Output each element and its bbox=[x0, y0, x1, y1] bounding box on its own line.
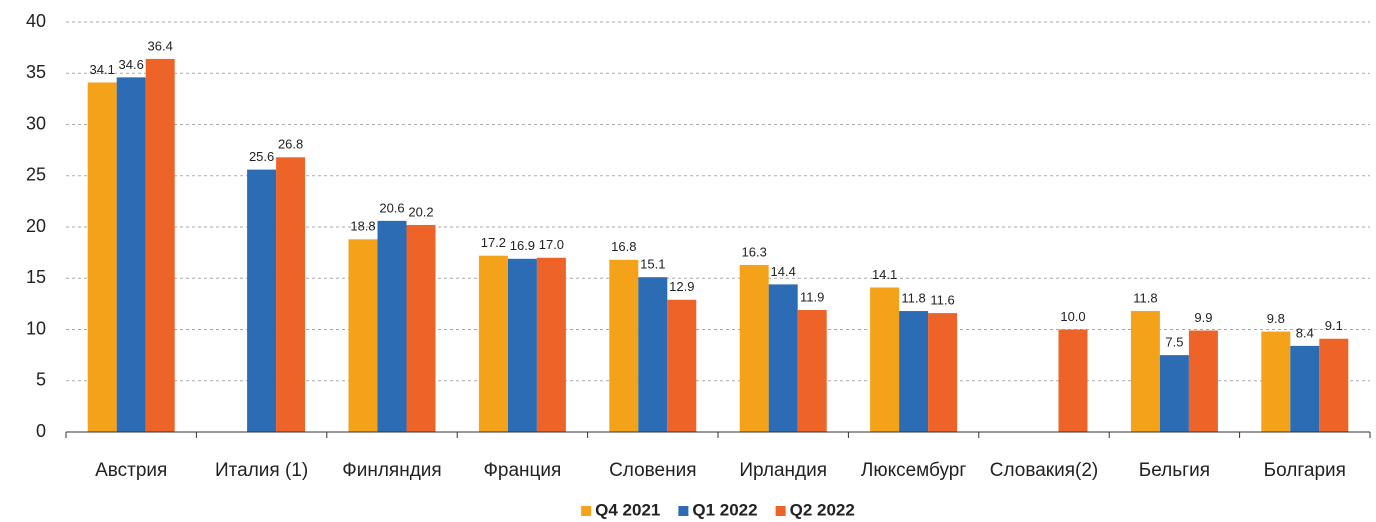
bar bbox=[1319, 338, 1349, 432]
y-tick-label: 15 bbox=[26, 267, 46, 287]
bar bbox=[348, 239, 378, 432]
value-label: 34.6 bbox=[119, 57, 144, 72]
value-label: 17.0 bbox=[539, 237, 564, 252]
y-tick-label: 40 bbox=[26, 11, 46, 31]
bar bbox=[1159, 355, 1189, 432]
value-label: 26.8 bbox=[278, 137, 303, 152]
bar bbox=[1290, 345, 1320, 432]
value-label: 11.8 bbox=[1133, 290, 1157, 305]
value-label: 11.8 bbox=[901, 290, 925, 305]
bar bbox=[667, 299, 697, 432]
bar bbox=[1130, 311, 1160, 432]
bar bbox=[247, 169, 277, 432]
bar bbox=[276, 157, 306, 433]
legend-label: Q1 2022 bbox=[692, 500, 757, 519]
x-tick-label: Франция bbox=[483, 460, 561, 481]
legend-swatch bbox=[678, 506, 689, 516]
value-label: 16.3 bbox=[742, 244, 767, 259]
bar bbox=[899, 311, 929, 432]
bar bbox=[768, 284, 798, 432]
y-tick-label: 0 bbox=[36, 421, 46, 441]
bar bbox=[377, 220, 407, 432]
bar bbox=[507, 258, 537, 432]
value-label: 16.9 bbox=[510, 238, 535, 253]
x-tick-label: Болгария bbox=[1264, 460, 1346, 481]
bar bbox=[478, 255, 508, 432]
bar bbox=[638, 277, 668, 432]
bar bbox=[536, 257, 566, 432]
value-label: 20.2 bbox=[408, 204, 433, 219]
y-tick-label: 25 bbox=[26, 165, 46, 185]
legend-swatch bbox=[775, 506, 786, 516]
bar bbox=[116, 77, 146, 432]
value-label: 7.5 bbox=[1165, 335, 1183, 350]
x-tick-label: Австрия bbox=[95, 460, 167, 481]
value-label: 11.9 bbox=[800, 289, 824, 304]
bar bbox=[739, 264, 769, 432]
value-label: 20.6 bbox=[379, 200, 404, 215]
bar bbox=[87, 82, 117, 432]
value-label: 9.9 bbox=[1194, 310, 1212, 325]
y-tick-label: 20 bbox=[26, 216, 46, 236]
x-tick-label: Италия (1) bbox=[215, 460, 308, 481]
bar bbox=[870, 287, 900, 432]
value-label: 10.0 bbox=[1060, 309, 1085, 324]
value-label: 18.8 bbox=[350, 219, 375, 234]
y-tick-label: 10 bbox=[26, 318, 46, 338]
x-tick-label: Словения bbox=[609, 460, 696, 481]
bar bbox=[1188, 330, 1218, 432]
bar bbox=[797, 310, 827, 432]
x-tick-label: Ирландия bbox=[739, 460, 827, 481]
value-label: 17.2 bbox=[481, 235, 506, 250]
value-label: 15.1 bbox=[640, 257, 665, 272]
value-label: 9.8 bbox=[1267, 311, 1285, 326]
y-tick-label: 5 bbox=[36, 370, 46, 390]
y-tick-label: 35 bbox=[26, 62, 46, 82]
legend-label: Q4 2021 bbox=[595, 500, 660, 519]
value-label: 36.4 bbox=[148, 38, 173, 53]
bar bbox=[406, 224, 436, 432]
bar bbox=[609, 259, 639, 432]
value-label: 8.4 bbox=[1296, 325, 1314, 340]
bar bbox=[928, 313, 958, 432]
x-tick-label: Люксембург bbox=[861, 460, 966, 481]
legend-swatch bbox=[581, 506, 592, 516]
legend-label: Q2 2022 bbox=[790, 500, 855, 519]
value-label: 34.1 bbox=[90, 62, 115, 77]
value-label: 14.4 bbox=[771, 264, 796, 279]
value-label: 12.9 bbox=[669, 279, 694, 294]
bar bbox=[1261, 331, 1291, 432]
bar bbox=[145, 58, 175, 433]
bar bbox=[1058, 329, 1088, 432]
x-tick-label: Словакия(2) bbox=[990, 460, 1098, 481]
y-tick-label: 30 bbox=[26, 113, 46, 133]
value-label: 14.1 bbox=[872, 267, 897, 282]
value-label: 11.6 bbox=[930, 293, 954, 308]
value-label: 25.6 bbox=[249, 149, 274, 164]
value-label: 9.1 bbox=[1325, 318, 1343, 333]
x-tick-label: Бельгия bbox=[1139, 460, 1210, 481]
x-tick-label: Финляндия bbox=[342, 460, 441, 481]
value-label: 16.8 bbox=[611, 239, 636, 254]
